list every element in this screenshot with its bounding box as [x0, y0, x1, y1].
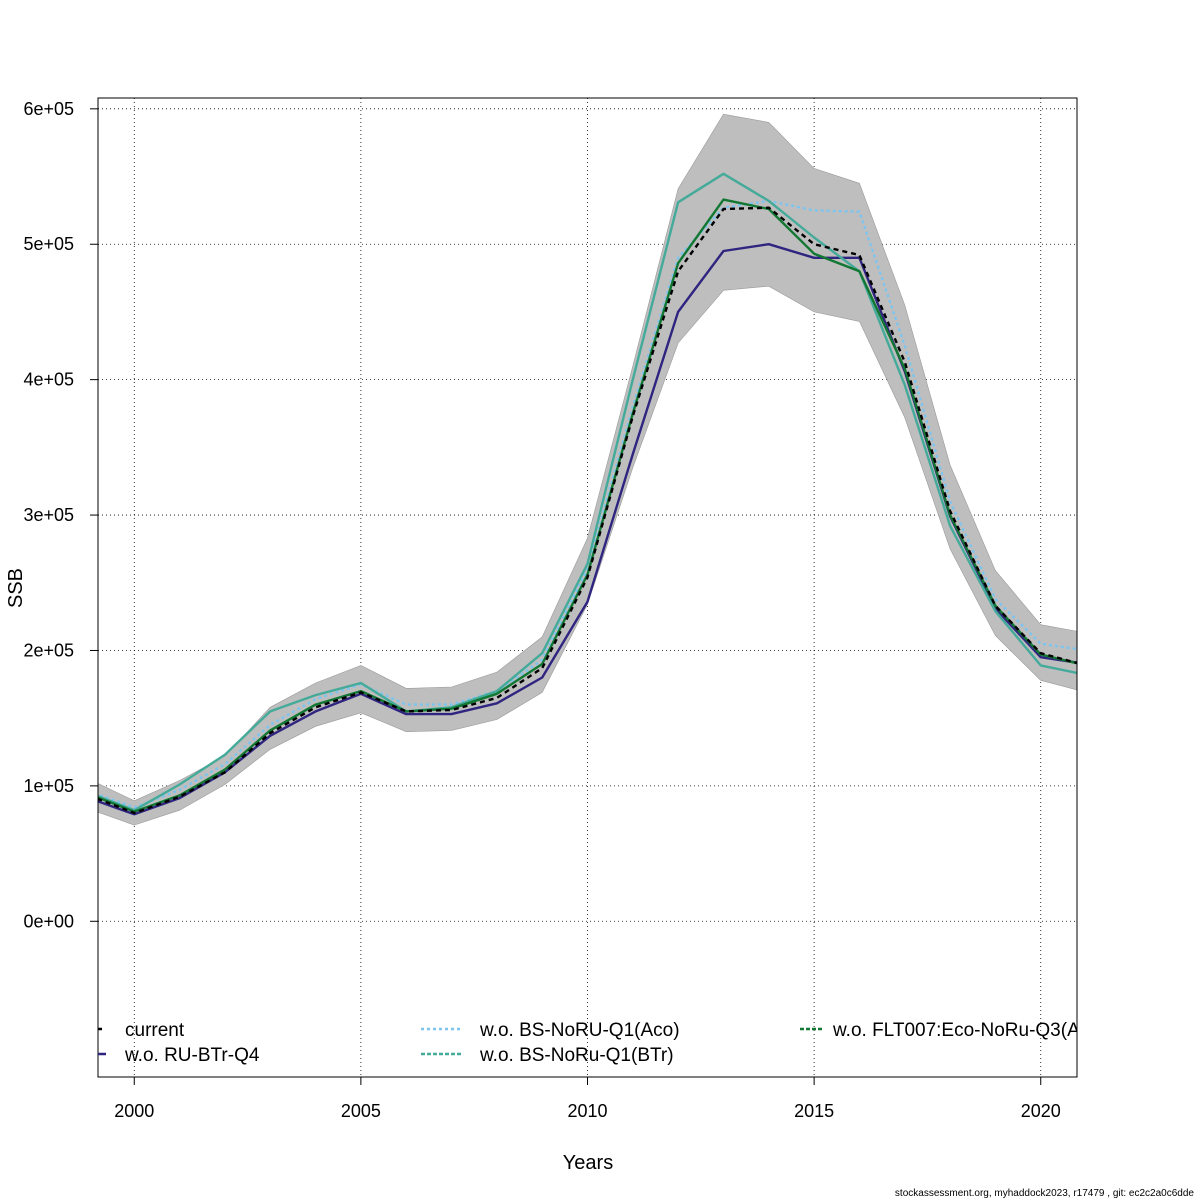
y-tick-label: 2e+05 — [23, 640, 74, 660]
x-tick-label: 2020 — [1021, 1101, 1061, 1121]
x-axis: 2000 2005 2010 2015 2020 — [114, 1077, 1061, 1121]
series-layer — [98, 172, 1077, 816]
x-tick-label: 2005 — [341, 1101, 381, 1121]
x-axis-title: Years — [563, 1152, 613, 1174]
legend-label: w.o. RU-BTr-Q4 — [124, 1045, 260, 1066]
y-tick-label: 6e+05 — [23, 99, 74, 119]
series-line — [98, 172, 1077, 812]
y-tick-label: 4e+05 — [23, 370, 74, 390]
y-tick-label: 1e+05 — [23, 776, 74, 796]
legend: current w.o. RU-BTr-Q4 w.o. BS-NoRU-Q1(Aco… — [98, 1020, 1106, 1066]
confidence-band — [98, 113, 1077, 826]
y-axis-title: SSB — [5, 568, 27, 608]
confidence-band-layer — [98, 113, 1077, 826]
y-axis: 0e+00 1e+05 2e+05 3e+05 4e+05 5e+05 6e+05 — [23, 99, 98, 931]
legend-label: current — [125, 1020, 185, 1041]
x-tick-label: 2015 — [794, 1101, 834, 1121]
series-line — [98, 206, 1077, 815]
series-line — [98, 199, 1077, 809]
legend-label: w.o. FLT007:Eco-NoRu-Q3(Aco) — [832, 1020, 1106, 1041]
legend-label: w.o. BS-NoRU-Q1(Aco) — [479, 1020, 680, 1041]
y-tick-label: 3e+05 — [23, 505, 74, 525]
footer-text: stockassessment.org, myhaddock2023, r174… — [895, 1188, 1195, 1199]
x-tick-label: 2010 — [567, 1101, 607, 1121]
y-tick-label: 0e+00 — [23, 911, 74, 931]
x-tick-label: 2000 — [114, 1101, 154, 1121]
series-line — [98, 243, 1077, 816]
y-tick-label: 5e+05 — [23, 234, 74, 254]
legend-label: w.o. BS-NoRu-Q1(BTr) — [479, 1045, 674, 1066]
